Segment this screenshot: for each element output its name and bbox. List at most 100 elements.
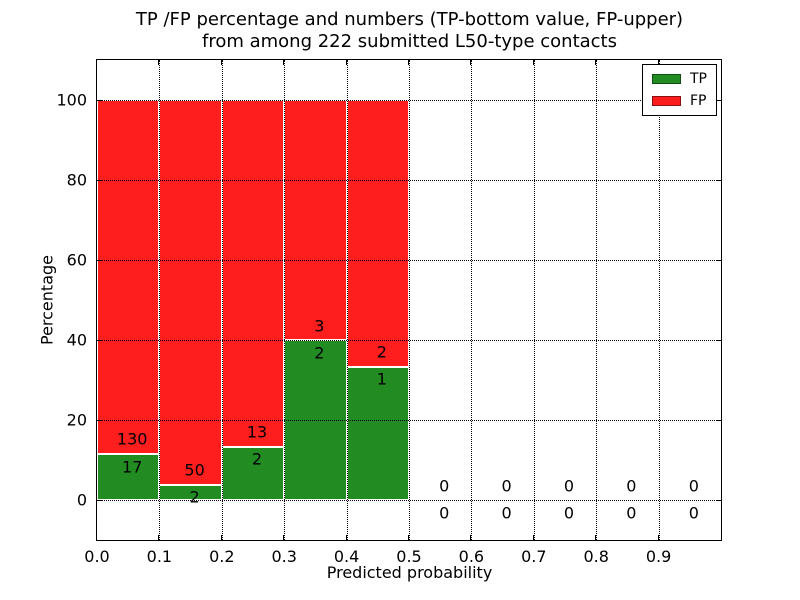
y-tick-label: 40: [66, 330, 87, 350]
y-tick-label: 100: [56, 90, 87, 110]
x-tick-mark: [283, 535, 285, 540]
bar-segment-tp: [221, 446, 285, 500]
y-tick-mark: [97, 340, 102, 341]
x-tick-label: 0.8: [583, 547, 609, 566]
grid-line-vertical: [533, 60, 535, 540]
y-tick-mark: [97, 500, 102, 501]
legend-swatch-fp: [652, 96, 681, 106]
fp-count-label: 2: [376, 342, 387, 362]
y-tick-mark-right: [716, 180, 721, 181]
grid-line-horizontal: [97, 500, 721, 501]
tp-count-label: 17: [122, 457, 143, 477]
legend-label: FP: [690, 93, 707, 109]
y-tick-label: 0: [76, 490, 87, 510]
x-tick-label: 0.7: [521, 547, 547, 566]
chart-title-line1: TP /FP percentage and numbers (TP-bottom…: [135, 9, 684, 30]
bar-segment-fp: [284, 100, 347, 340]
grid-line-vertical: [284, 60, 286, 540]
y-tick-mark-right: [716, 340, 721, 341]
grid-line-horizontal: [97, 100, 721, 101]
y-tick-label: 80: [66, 170, 87, 190]
grid-line-horizontal: [97, 420, 721, 421]
chart-title-line2: from among 222 submitted L50-type contac…: [201, 31, 617, 52]
grid-line-horizontal: [97, 260, 721, 261]
y-tick-mark-right: [716, 260, 721, 261]
grid-line-vertical: [471, 60, 473, 540]
y-tick-label: 60: [66, 250, 87, 270]
x-tick-mark: [220, 535, 222, 540]
bar-segment-tp: [97, 453, 160, 500]
x-tick-label: 0.9: [645, 547, 672, 566]
x-tick-label: 0.4: [333, 547, 360, 566]
x-tick-mark-top: [345, 60, 347, 65]
x-tick-label: 0.6: [458, 547, 485, 566]
y-tick-mark-right: [716, 420, 721, 421]
tp-count-label: 0: [501, 503, 512, 523]
tp-count-label: 1: [376, 369, 387, 389]
x-tick-mark: [595, 535, 597, 540]
bar-segment-fp: [346, 100, 409, 367]
y-tick-mark-right: [716, 500, 721, 501]
grid-line-vertical: [409, 60, 410, 540]
grid-line-horizontal: [97, 180, 721, 181]
x-axis-label: Predicted probability: [326, 563, 493, 582]
x-tick-label: 0.5: [396, 547, 422, 566]
grid-line-vertical: [159, 60, 161, 540]
fp-count-label: 0: [626, 476, 637, 496]
x-tick-mark-top: [532, 60, 534, 65]
tp-count-label: 2: [251, 449, 263, 469]
tp-count-label: 2: [314, 343, 325, 363]
x-tick-mark-top: [657, 60, 659, 65]
bar-segment-fp: [97, 100, 160, 454]
bar-segment-fp: [221, 100, 285, 447]
x-tick-mark: [532, 535, 534, 540]
fp-count-label: 0: [439, 476, 450, 496]
x-tick-label: 0.0: [84, 547, 110, 566]
x-tick-mark: [345, 535, 347, 540]
x-tick-mark-top: [470, 60, 472, 65]
grid-line-vertical: [658, 60, 660, 540]
y-tick-mark-right: [716, 100, 721, 101]
fp-count-label: 0: [501, 476, 512, 496]
x-tick-mark-top: [283, 60, 285, 65]
x-tick-mark-top: [96, 60, 97, 65]
fp-count-label: 50: [184, 460, 205, 480]
x-tick-mark: [657, 535, 659, 540]
y-tick-mark: [97, 260, 102, 261]
x-tick-label: 0.3: [271, 547, 297, 566]
grid-line-vertical: [596, 60, 598, 540]
legend-item-fp: FP: [652, 94, 707, 108]
fp-count-label: 0: [563, 476, 575, 496]
x-tick-mark-top: [158, 60, 160, 65]
x-tick-mark-top: [408, 60, 409, 65]
fp-count-label: 13: [246, 422, 268, 442]
x-tick-label: 0.1: [146, 547, 173, 566]
legend-item-tp: TP: [652, 72, 707, 86]
y-tick-mark: [97, 100, 102, 101]
grid-line-vertical: [221, 60, 223, 540]
tp-count-label: 0: [563, 503, 575, 523]
fp-count-label: 130: [116, 429, 148, 449]
grid-line-horizontal: [97, 340, 721, 341]
plot-area: 0.0 0.1 0.2 0.3 0.4 0.5 0.6 0.7 0.8 0.9 0 20 40 60 80 1…: [56, 59, 722, 566]
legend: TP FP: [642, 64, 717, 116]
y-tick-mark: [97, 180, 102, 181]
tp-count-label: 0: [626, 503, 637, 523]
tp-count-label: 0: [688, 503, 699, 523]
fp-count-label: 0: [688, 476, 699, 496]
chart-title: TP /FP percentage and numbers (TP-bottom…: [96, 9, 723, 53]
fp-count-label: 3: [314, 316, 325, 336]
tp-count-label: 2: [189, 487, 200, 507]
x-tick-mark: [408, 535, 409, 540]
legend-label: TP: [690, 71, 707, 87]
legend-swatch-tp: [652, 74, 681, 84]
y-tick-mark: [97, 420, 102, 421]
bar-segment-fp: [159, 100, 222, 485]
x-tick-mark: [158, 535, 160, 540]
x-tick-mark-top: [595, 60, 597, 65]
x-tick-mark: [470, 535, 472, 540]
grid-line-vertical: [346, 60, 348, 540]
x-tick-mark: [96, 535, 97, 540]
tp-count-label: 0: [439, 503, 450, 523]
